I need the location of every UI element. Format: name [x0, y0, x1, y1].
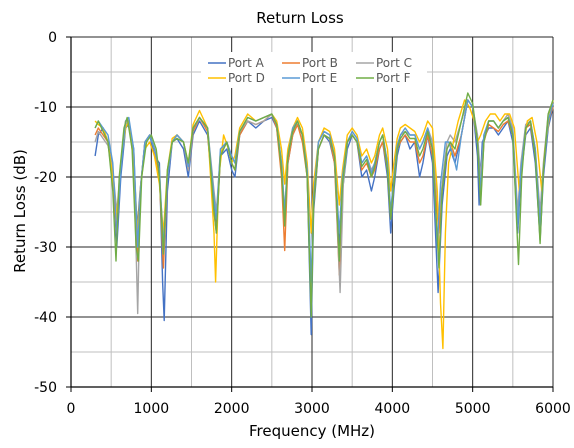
legend-label-port-c: Port C — [376, 56, 412, 70]
legend-label-port-f: Port F — [376, 71, 411, 85]
x-tick-label: 3000 — [294, 401, 330, 417]
y-tick-label: -30 — [34, 240, 57, 256]
y-tick-label: -20 — [34, 170, 57, 186]
y-tick-label: -40 — [34, 310, 57, 326]
series-line-port-f — [94, 92, 554, 318]
x-tick-label: 1000 — [134, 401, 170, 417]
x-tick-label: 5000 — [455, 401, 491, 417]
y-tick-label: 0 — [48, 30, 57, 46]
y-tick-label: -10 — [34, 100, 57, 116]
legend-background — [201, 52, 427, 88]
legend-label-port-d: Port D — [228, 71, 265, 85]
series-line-port-b — [94, 99, 554, 304]
x-axis-label: Frequency (MHz) — [249, 422, 375, 440]
x-tick-label: 4000 — [375, 401, 411, 417]
legend: Port A Port B Port C Port D Port E Port F — [201, 52, 427, 88]
chart-title: Return Loss — [256, 9, 344, 27]
legend-label-port-a: Port A — [228, 56, 265, 70]
axes: 0 1000 2000 3000 4000 5000 6000 0 -10 -20 -30 -40 -5… — [34, 30, 571, 417]
x-tick-label: 6000 — [535, 401, 571, 417]
x-tick-label: 2000 — [214, 401, 250, 417]
x-tick-label: 0 — [67, 401, 76, 417]
legend-label-port-e: Port E — [302, 71, 337, 85]
series-layer — [94, 92, 554, 350]
y-tick-label: -50 — [34, 380, 57, 396]
y-axis-label: Return Loss (dB) — [11, 149, 29, 273]
legend-label-port-b: Port B — [302, 56, 338, 70]
